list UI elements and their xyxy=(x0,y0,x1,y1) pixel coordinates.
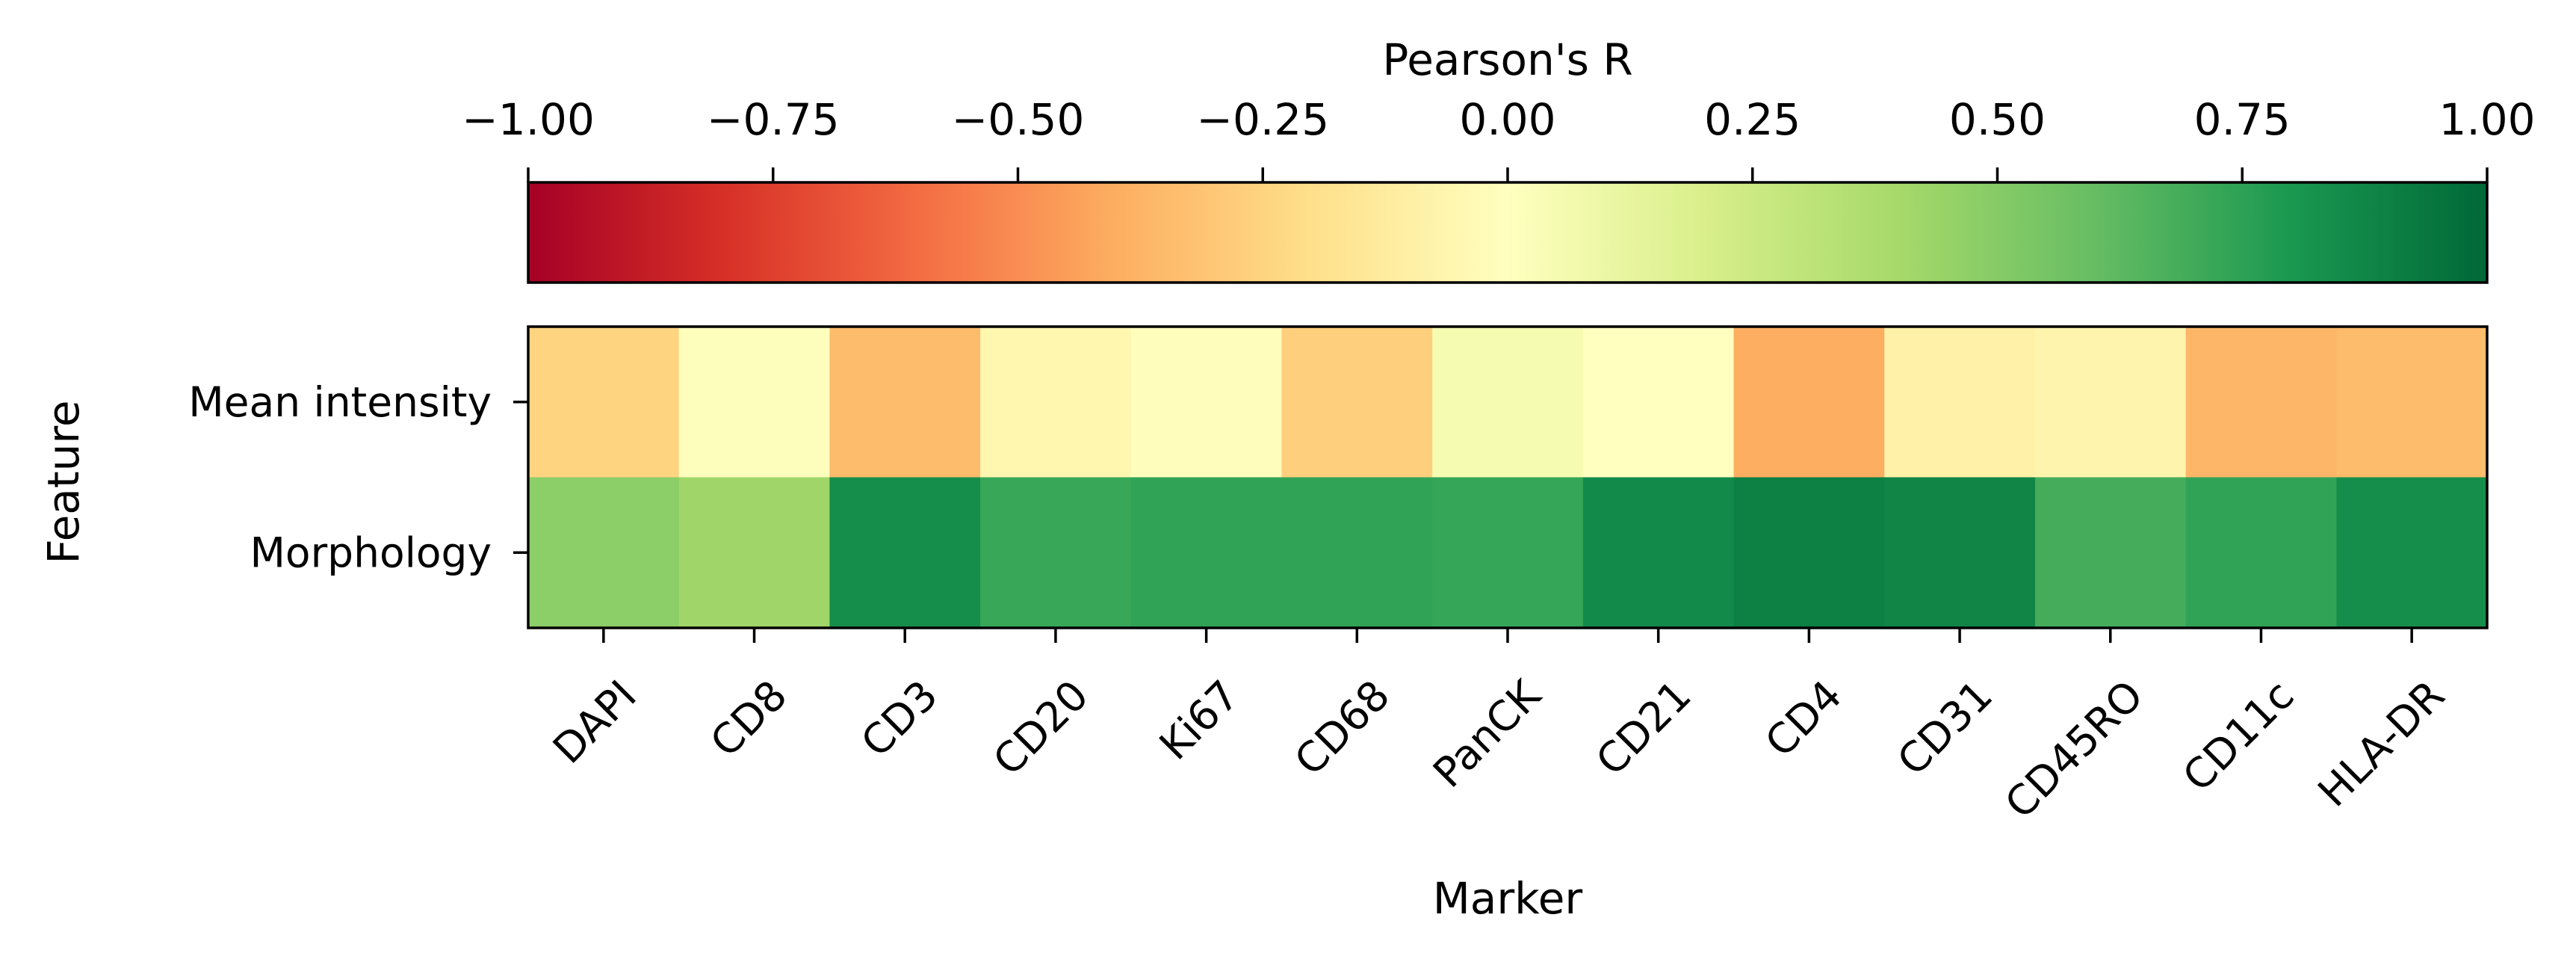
heatmap-cell xyxy=(1131,327,1282,478)
heatmap-cell xyxy=(1281,327,1432,478)
heatmap-cell xyxy=(679,478,830,629)
colorbar-tick-label: −1.00 xyxy=(462,94,595,145)
heatmap-area: DAPI CD8 CD3 CD20 Ki67 CD68 PanCK CD21 CD4 CD31CD… xyxy=(38,327,2488,924)
x-tick-label: CD68 xyxy=(1285,671,1399,785)
heatmap-cell xyxy=(829,478,980,629)
heatmap-cell xyxy=(1734,327,1885,478)
heatmap-cell xyxy=(1281,478,1432,629)
x-axis-ticks: DAPI CD8 CD3 CD20 Ki67 CD68 PanCK CD21 CD4 CD31CD… xyxy=(544,628,2453,827)
x-tick-label: CD45RO xyxy=(1996,671,2152,827)
x-tick-label: Ki67 xyxy=(1151,671,1248,769)
colorbar-tick-label: −0.50 xyxy=(952,94,1085,145)
x-tick-label: CD8 xyxy=(701,671,796,766)
heatmap-cell xyxy=(679,327,830,478)
x-tick-label: CD3 xyxy=(852,671,947,766)
heatmap-cell xyxy=(2336,327,2487,478)
x-tick-label: CD11c xyxy=(2173,671,2303,801)
heatmap-cell xyxy=(980,478,1131,629)
x-tick-label: PanCK xyxy=(1424,670,1550,796)
colorbar-tick-label: 0.75 xyxy=(2194,94,2291,145)
heatmap-cell xyxy=(1734,478,1885,629)
heatmap-cell xyxy=(1432,478,1583,629)
colorbar-tick-label: 0.50 xyxy=(1949,94,2046,145)
heatmap-cell xyxy=(2336,478,2487,629)
heatmap-cell xyxy=(2186,478,2337,629)
colorbar-tick-label: 0.00 xyxy=(1459,94,1555,145)
heatmap-cell xyxy=(1884,327,2035,478)
x-tick-label: CD20 xyxy=(984,671,1097,785)
colorbar-tick-label: 1.00 xyxy=(2439,94,2535,145)
x-tick-label: CD21 xyxy=(1587,671,1700,785)
heatmap-cell xyxy=(2186,327,2337,478)
colorbar-tick-label: −0.25 xyxy=(1196,94,1329,145)
heatmap-cell xyxy=(829,327,980,478)
heatmap-cell xyxy=(1432,327,1583,478)
colorbar-tick-label: 0.25 xyxy=(1704,94,1801,145)
heatmap-cells xyxy=(528,327,2488,629)
x-tick-label: CD4 xyxy=(1756,671,1851,766)
x-tick-label: HLA-DR xyxy=(2309,671,2453,816)
y-axis-ticks: Mean intensity Morphology xyxy=(188,378,528,577)
colorbar-tick-label: −0.75 xyxy=(707,94,840,145)
heatmap-cell xyxy=(528,478,679,629)
heatmap-cell xyxy=(2035,327,2186,478)
heatmap-cell xyxy=(528,327,679,478)
y-axis-label: Feature xyxy=(38,400,89,564)
colorbar: Pearson's R −1.00 −0.75 −0.50 −0.25 0.00 0.25… xyxy=(462,34,2535,283)
x-tick-label: CD31 xyxy=(1888,671,2001,785)
heatmap-cell xyxy=(1131,478,1282,629)
y-tick-label: Morphology xyxy=(250,528,492,576)
heatmap-cell xyxy=(1583,478,1734,629)
colorbar-ticks: −1.00 −0.75 −0.50 −0.25 0.00 0.25 0.50 0.75 1.00 xyxy=(462,94,2535,182)
heatmap-cell xyxy=(980,327,1131,478)
y-tick-label: Mean intensity xyxy=(188,378,492,426)
colorbar-gradient xyxy=(528,182,2487,283)
x-axis-label: Marker xyxy=(1433,873,1583,924)
heatmap-cell xyxy=(1583,327,1734,478)
colorbar-label: Pearson's R xyxy=(1382,34,1632,85)
heatmap-cell xyxy=(1884,478,2035,629)
x-tick-label: DAPI xyxy=(544,671,645,773)
heatmap-cell xyxy=(2035,478,2186,629)
